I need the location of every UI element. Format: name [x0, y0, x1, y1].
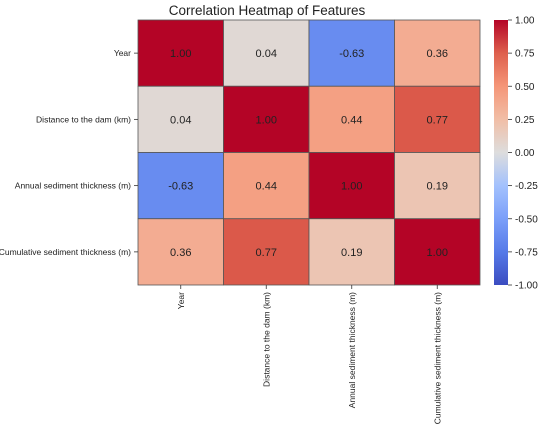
colorbar-tick-label: 0.00: [515, 148, 535, 159]
cell-value-label: 0.04: [256, 48, 277, 60]
colorbar-tick-label: 1.00: [515, 16, 535, 27]
column-label: Distance to the dam (km): [261, 292, 271, 387]
row-label: Year: [114, 48, 131, 58]
row-label: Distance to the dam (km): [36, 114, 131, 124]
cell-value-label: 1.00: [427, 247, 448, 259]
row-labels: Year Distance to the dam (km) Annual sedim…: [0, 48, 138, 257]
column-label: Cumulative sediment thickness (m): [432, 292, 442, 424]
cell-value-label: -0.63: [168, 181, 193, 193]
cell-value-label: 0.44: [256, 181, 277, 193]
cell-value-label: 1.00: [256, 114, 277, 126]
heatmap-annotations: 1.00 0.04 -0.63 0.36 0.04 1.00 0.44 0.77 -0.63 0.…: [168, 48, 448, 259]
heatmap-cell: [137, 19, 224, 87]
cell-value-label: 0.77: [256, 247, 277, 259]
cell-value-label: 0.77: [427, 114, 448, 126]
heatmap-cell: [223, 85, 310, 153]
cell-value-label: 1.00: [341, 181, 362, 193]
colorbar-gradient: [494, 20, 508, 285]
heatmap-cell: [223, 218, 310, 286]
cell-value-label: 1.00: [170, 48, 191, 60]
colorbar-tick-label: 0.25: [515, 115, 535, 126]
heatmap-cells: [137, 19, 481, 286]
heatmap-cell: [223, 19, 310, 87]
heatmap-cell: [308, 19, 395, 87]
cell-value-label: 0.19: [427, 181, 448, 193]
heatmap-cell: [137, 218, 224, 286]
cell-value-label: 0.44: [341, 114, 362, 126]
column-label: Year: [176, 292, 186, 309]
heatmap-cell: [394, 218, 481, 286]
colorbar: -1.00 -0.75 -0.50 -0.25 0.00 0.25 0.50 0.75 1.00: [494, 16, 538, 292]
cell-value-label: 0.19: [341, 247, 362, 259]
heatmap-cell: [308, 218, 395, 286]
heatmap-cell: [223, 152, 310, 220]
colorbar-tick-label: 0.75: [515, 49, 535, 60]
colorbar-tick-label: -0.75: [515, 247, 538, 258]
cell-value-label: 0.04: [170, 114, 191, 126]
colorbar-tick-label: -0.25: [515, 181, 538, 192]
cell-value-label: -0.63: [339, 48, 364, 60]
heatmap-cell: [137, 85, 224, 153]
column-label: Annual sediment thickness (m): [347, 292, 357, 408]
heatmap-cell: [394, 152, 481, 220]
colorbar-tick-label: -0.50: [515, 214, 538, 225]
cell-value-label: 0.36: [427, 48, 448, 60]
cell-value-label: 0.36: [170, 247, 191, 259]
heatmap-cell: [394, 85, 481, 153]
row-label: Cumulative sediment thickness (m): [0, 247, 131, 257]
column-labels: Year Distance to the dam (km) Annual sedim…: [176, 285, 442, 424]
heatmap-cell: [394, 19, 481, 87]
colorbar-tick-label: 0.50: [515, 82, 535, 93]
colorbar-tick-label: -1.00: [515, 281, 538, 292]
chart-title: Correlation Heatmap of Features: [169, 3, 366, 18]
row-label: Annual sediment thickness (m): [15, 181, 131, 191]
